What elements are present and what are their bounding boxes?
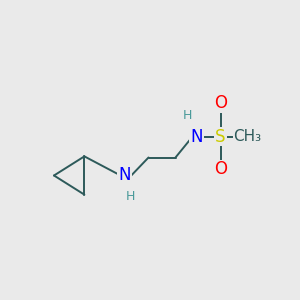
Text: H: H (126, 190, 135, 203)
Text: N: N (118, 167, 131, 184)
Text: S: S (215, 128, 226, 146)
Text: O: O (214, 94, 227, 112)
Text: N: N (190, 128, 203, 146)
Text: O: O (214, 160, 227, 178)
Text: CH₃: CH₃ (233, 129, 262, 144)
Text: H: H (183, 109, 192, 122)
